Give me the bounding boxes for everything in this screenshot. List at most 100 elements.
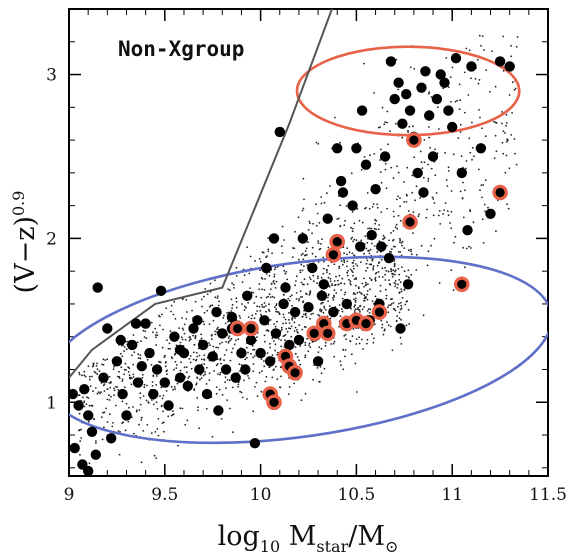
small-point xyxy=(394,226,397,229)
small-point xyxy=(511,81,514,84)
small-point xyxy=(303,325,306,328)
small-point xyxy=(224,322,227,325)
small-point xyxy=(388,239,390,242)
small-point xyxy=(93,370,96,373)
data-point xyxy=(213,405,224,416)
small-point xyxy=(320,372,323,375)
data-point xyxy=(169,331,180,342)
small-point xyxy=(81,374,83,377)
small-point xyxy=(373,92,375,94)
small-point xyxy=(260,296,263,299)
small-point xyxy=(213,370,215,372)
small-point xyxy=(430,96,433,98)
small-point xyxy=(432,198,435,200)
small-point xyxy=(309,222,311,225)
small-point xyxy=(420,244,423,247)
small-point xyxy=(347,270,349,272)
small-point xyxy=(266,352,269,354)
small-point xyxy=(495,230,497,233)
small-point xyxy=(291,318,294,321)
small-point xyxy=(151,399,153,401)
small-point xyxy=(103,383,106,385)
small-point xyxy=(225,349,228,351)
small-point xyxy=(266,255,268,257)
small-point xyxy=(426,208,428,211)
small-point xyxy=(327,264,330,267)
small-point xyxy=(296,356,299,358)
small-point xyxy=(93,418,95,421)
small-point xyxy=(273,340,275,342)
small-point xyxy=(375,271,378,274)
small-point xyxy=(206,366,208,369)
small-point xyxy=(418,213,420,216)
small-point xyxy=(359,261,362,263)
small-point xyxy=(451,66,454,69)
small-point xyxy=(363,306,365,308)
highlight-point xyxy=(328,250,338,260)
small-point xyxy=(425,216,428,219)
small-point xyxy=(304,254,307,257)
small-point xyxy=(351,230,354,233)
small-point xyxy=(254,260,256,262)
small-point xyxy=(126,340,128,343)
small-point xyxy=(315,141,318,144)
small-point xyxy=(298,299,300,302)
small-point xyxy=(305,247,308,250)
highlight-point xyxy=(409,135,419,145)
small-point xyxy=(473,155,475,158)
small-point xyxy=(231,282,234,285)
small-point xyxy=(355,391,358,393)
data-point xyxy=(245,334,257,346)
small-point xyxy=(452,289,455,292)
small-point xyxy=(113,387,115,390)
small-point xyxy=(217,326,219,329)
small-point xyxy=(463,111,466,114)
small-point xyxy=(291,256,294,258)
small-point xyxy=(502,70,505,72)
small-point xyxy=(174,360,177,363)
small-point xyxy=(117,389,120,391)
small-point xyxy=(208,323,211,325)
small-point xyxy=(428,91,431,93)
small-point xyxy=(326,192,328,195)
small-point xyxy=(170,356,173,359)
small-point xyxy=(205,383,208,385)
small-point xyxy=(298,359,300,362)
data-point xyxy=(280,282,291,293)
small-point xyxy=(139,403,142,406)
data-point xyxy=(73,400,84,411)
small-point xyxy=(241,281,244,283)
small-point xyxy=(349,283,352,286)
small-point xyxy=(346,247,349,250)
small-point xyxy=(253,348,256,351)
small-point xyxy=(428,126,430,128)
small-point xyxy=(273,268,276,271)
small-point xyxy=(196,397,199,399)
small-point xyxy=(299,345,302,347)
small-point xyxy=(515,163,518,166)
small-point xyxy=(333,263,336,266)
small-point xyxy=(307,241,309,244)
small-point xyxy=(355,343,358,345)
small-point xyxy=(175,367,178,369)
small-point xyxy=(252,291,255,294)
small-point xyxy=(333,294,335,297)
small-point xyxy=(374,278,376,280)
data-point xyxy=(485,208,496,219)
small-point xyxy=(278,312,281,315)
small-point xyxy=(94,387,97,389)
small-point xyxy=(329,280,332,283)
small-point xyxy=(100,391,102,393)
small-point xyxy=(155,331,158,334)
small-point xyxy=(155,457,158,459)
small-point xyxy=(382,333,385,336)
small-point xyxy=(121,400,124,403)
small-point xyxy=(299,269,302,272)
data-point xyxy=(397,118,408,129)
small-point xyxy=(378,224,380,226)
small-point xyxy=(303,278,306,281)
small-point xyxy=(390,270,393,272)
small-point xyxy=(115,385,117,388)
small-point xyxy=(366,298,369,301)
small-point xyxy=(355,284,357,287)
